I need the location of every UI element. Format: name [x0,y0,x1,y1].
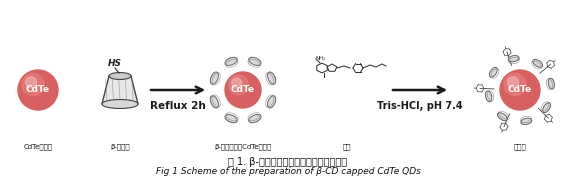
Text: CdTe: CdTe [231,85,255,95]
Circle shape [232,78,242,88]
Ellipse shape [486,91,492,102]
Text: β-环糊精包裹CdTe量子点: β-环糊精包裹CdTe量子点 [214,143,272,150]
Text: Tris-HCl, pH 7.4: Tris-HCl, pH 7.4 [377,101,463,111]
Ellipse shape [508,56,519,62]
Ellipse shape [249,114,261,123]
Ellipse shape [210,96,218,108]
Ellipse shape [225,57,237,66]
Text: HS: HS [108,59,122,68]
Ellipse shape [268,72,276,84]
Circle shape [225,72,261,108]
Ellipse shape [543,103,551,113]
Circle shape [500,70,540,110]
Text: 目标物: 目标物 [514,143,526,150]
Ellipse shape [249,57,261,66]
Ellipse shape [268,96,276,108]
Ellipse shape [109,73,131,80]
Text: CdTe量子点: CdTe量子点 [24,143,52,150]
Circle shape [25,77,37,88]
Circle shape [504,73,526,95]
Circle shape [507,77,518,88]
Ellipse shape [548,78,555,89]
Circle shape [229,75,248,95]
Text: CdTe: CdTe [508,85,532,95]
Ellipse shape [102,99,138,108]
Text: β-环糊精: β-环糊精 [110,143,130,150]
Text: NH₂: NH₂ [315,56,325,60]
Text: CdTe: CdTe [26,85,50,95]
Polygon shape [102,76,138,104]
Text: Reflux 2h: Reflux 2h [150,101,206,111]
Ellipse shape [521,118,532,124]
Ellipse shape [533,59,543,67]
Ellipse shape [490,67,497,77]
Circle shape [22,73,44,95]
Ellipse shape [210,72,218,84]
Ellipse shape [498,113,507,121]
Ellipse shape [225,114,237,123]
Text: 图 1. β-环糊精修饰的量子点的合成示意图: 图 1. β-环糊精修饰的量子点的合成示意图 [229,157,347,167]
Circle shape [18,70,58,110]
Text: 叶酸: 叶酸 [343,143,351,150]
Text: Fig 1 Scheme of the preparation of β-CD capped CdTe QDs: Fig 1 Scheme of the preparation of β-CD … [156,167,420,176]
